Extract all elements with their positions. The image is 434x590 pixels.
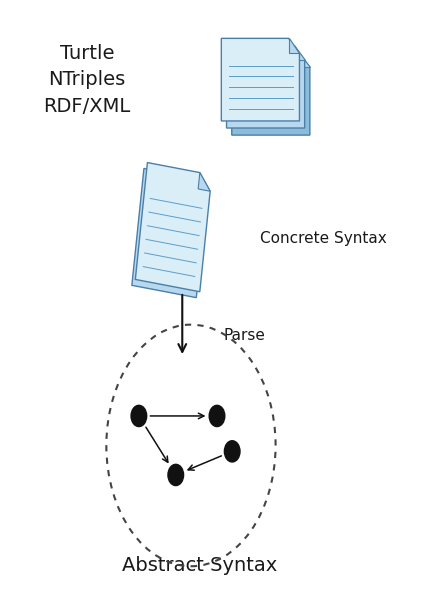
Polygon shape (132, 169, 207, 297)
Polygon shape (221, 38, 299, 121)
Polygon shape (294, 45, 305, 60)
Circle shape (224, 441, 240, 462)
Text: Concrete Syntax: Concrete Syntax (260, 231, 387, 247)
Polygon shape (232, 53, 310, 135)
Polygon shape (135, 163, 210, 291)
Polygon shape (299, 53, 310, 67)
Polygon shape (227, 45, 305, 128)
Polygon shape (198, 173, 210, 191)
Circle shape (209, 405, 225, 427)
Circle shape (168, 464, 184, 486)
Circle shape (131, 405, 147, 427)
Polygon shape (289, 38, 299, 53)
Text: Abstract Syntax: Abstract Syntax (122, 556, 277, 575)
Text: Turtle
NTriples
RDF/XML: Turtle NTriples RDF/XML (43, 44, 131, 116)
Text: Parse: Parse (224, 327, 265, 343)
